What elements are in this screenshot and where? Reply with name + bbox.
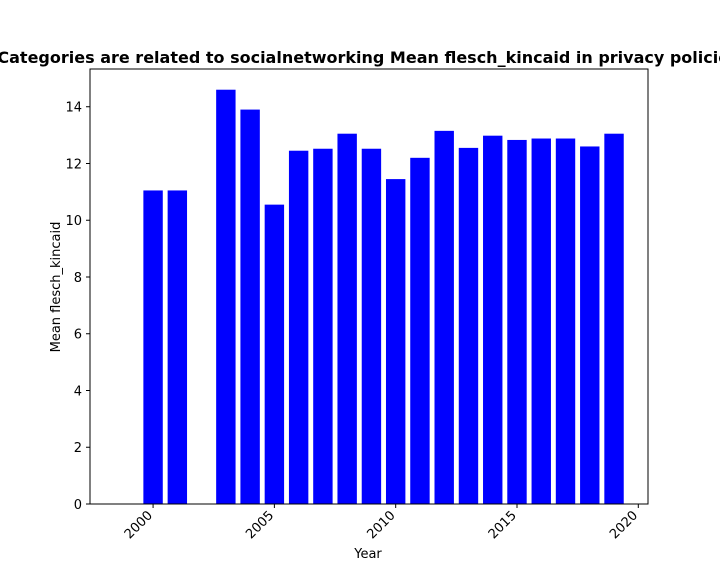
bar-2000 (143, 190, 163, 505)
bar-2018 (580, 146, 600, 504)
y-tick-label: 14 (65, 101, 82, 116)
bar-2006 (288, 150, 309, 504)
x-tick-label: 2020 (607, 508, 641, 542)
bar-2007 (313, 148, 333, 504)
y-tick-label: 8 (74, 271, 82, 286)
bar-2008 (337, 133, 357, 505)
y-tick-label: 10 (65, 214, 82, 229)
bar-2017 (555, 138, 576, 504)
y-tick-label: 4 (74, 384, 82, 399)
bar-2011 (410, 157, 430, 504)
x-tick-label: 2015 (486, 508, 520, 542)
plot-frame (89, 68, 649, 505)
x-axis-label: Year (353, 547, 382, 562)
x-tick-label: 2000 (122, 508, 156, 542)
bar-2015 (507, 139, 527, 504)
bar-2004 (240, 109, 260, 504)
bars-group (143, 89, 624, 505)
bar-2005 (264, 204, 285, 505)
x-tick-label: 2005 (243, 508, 277, 542)
y-tick-label: 6 (74, 328, 82, 343)
y-tick-label: 0 (74, 498, 82, 513)
x-tick-label: 2010 (365, 508, 399, 542)
bar-2016 (531, 138, 551, 504)
y-axis-label: Mean flesch_kincaid (49, 222, 64, 353)
x-axis: 2000 2005 2010 2015 2020 (122, 504, 641, 542)
bar-2013 (458, 147, 479, 505)
y-tick-label: 2 (74, 441, 82, 456)
bar-2009 (361, 148, 382, 504)
bar-2001 (167, 190, 188, 505)
y-tick-label: 12 (65, 157, 82, 172)
bar-2012 (434, 130, 454, 504)
bar-2010 (385, 179, 406, 505)
bar-2003 (216, 89, 236, 504)
chart-title: Categories are related to socialnetworki… (0, 48, 720, 67)
bar-2019 (604, 133, 624, 505)
bar-2014 (483, 135, 503, 504)
y-axis: 0 2 4 6 8 10 12 14 (65, 101, 90, 513)
